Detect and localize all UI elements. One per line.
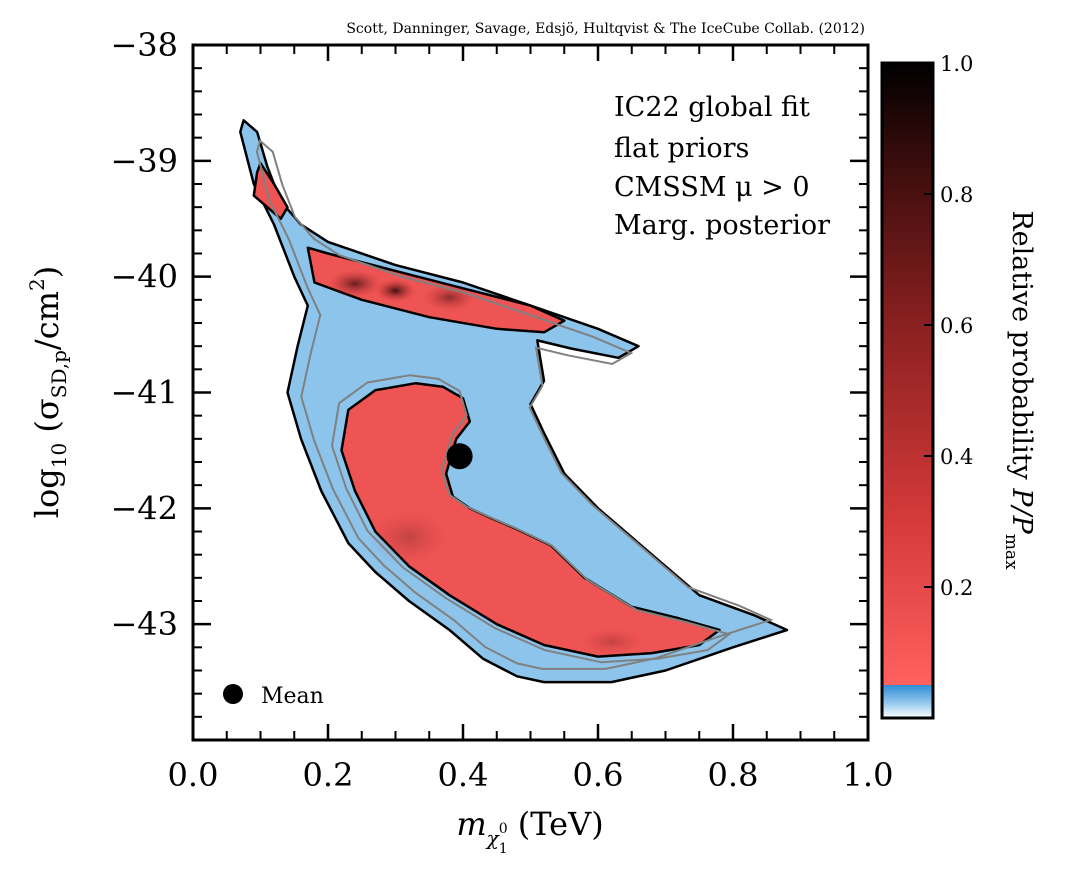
x-tick-label: 0.4 <box>438 756 489 794</box>
y-tick-label: −38 <box>110 26 178 64</box>
x-axis-label: mχ0 1 (TeV) <box>456 805 603 857</box>
annotation-line-1: IC22 global fit <box>614 92 810 123</box>
plot-area <box>239 119 789 684</box>
colorbar-ticks: 0.2 0.4 0.6 0.8 1.0 <box>924 52 973 600</box>
colorbar-tick-label: 1.0 <box>940 52 973 76</box>
credit-text: Scott, Danninger, Savage, Edsjö, Hultqvi… <box>346 21 865 37</box>
density-blobs <box>328 269 646 656</box>
colorbar-tick-label: 0.4 <box>940 445 973 469</box>
legend-mean-marker <box>223 684 243 704</box>
y-tick-label: −43 <box>110 605 178 643</box>
legend-mean-label: Mean <box>261 684 324 709</box>
y-axis-ticks: −43 −42 −41 −40 −39 −38 <box>110 26 868 718</box>
density-blob <box>368 508 450 567</box>
colorbar-gradient <box>880 61 935 720</box>
colorbar-tick-label: 0.6 <box>940 314 973 338</box>
x-tick-label: 0.2 <box>303 756 354 794</box>
colorbar: 0.2 0.4 0.6 0.8 1.0 Relative probability P/P… <box>880 52 1037 720</box>
mean-point-marker <box>446 443 473 470</box>
density-blob <box>375 278 416 303</box>
credible-region-inner-upper <box>252 161 289 221</box>
annotation-line-4: Marg. posterior <box>614 210 830 241</box>
density-blob <box>328 269 382 298</box>
gray-contour-outer <box>255 139 774 670</box>
colorbar-tick-label: 0.2 <box>940 576 973 600</box>
x-tick-label: 0.6 <box>573 756 624 794</box>
x-tick-label: 0.0 <box>168 756 219 794</box>
y-tick-label: −41 <box>110 374 178 412</box>
colorbar-tick-label: 0.8 <box>940 183 973 207</box>
colorbar-label: Relative probability P/Pmax <box>1001 210 1037 570</box>
density-blob <box>577 627 646 656</box>
x-tick-label: 0.8 <box>708 756 759 794</box>
y-tick-label: −40 <box>110 258 178 296</box>
y-tick-label: −42 <box>110 489 178 527</box>
y-axis-label: log10 (σSD,p/cm2) <box>25 266 71 518</box>
fit-annotation: IC22 global fit flat priors CMSSM μ > 0 … <box>614 92 830 241</box>
x-tick-label: 1.0 <box>843 756 894 794</box>
y-tick-label: −39 <box>110 142 178 180</box>
annotation-line-3: CMSSM μ > 0 <box>614 172 810 203</box>
density-blob <box>422 283 477 312</box>
gray-contour-inner <box>330 374 732 664</box>
legend: Mean <box>223 684 324 709</box>
x-axis-ticks: 0.0 0.2 0.4 0.6 0.8 1.0 <box>168 45 894 794</box>
annotation-line-2: flat priors <box>614 133 749 164</box>
